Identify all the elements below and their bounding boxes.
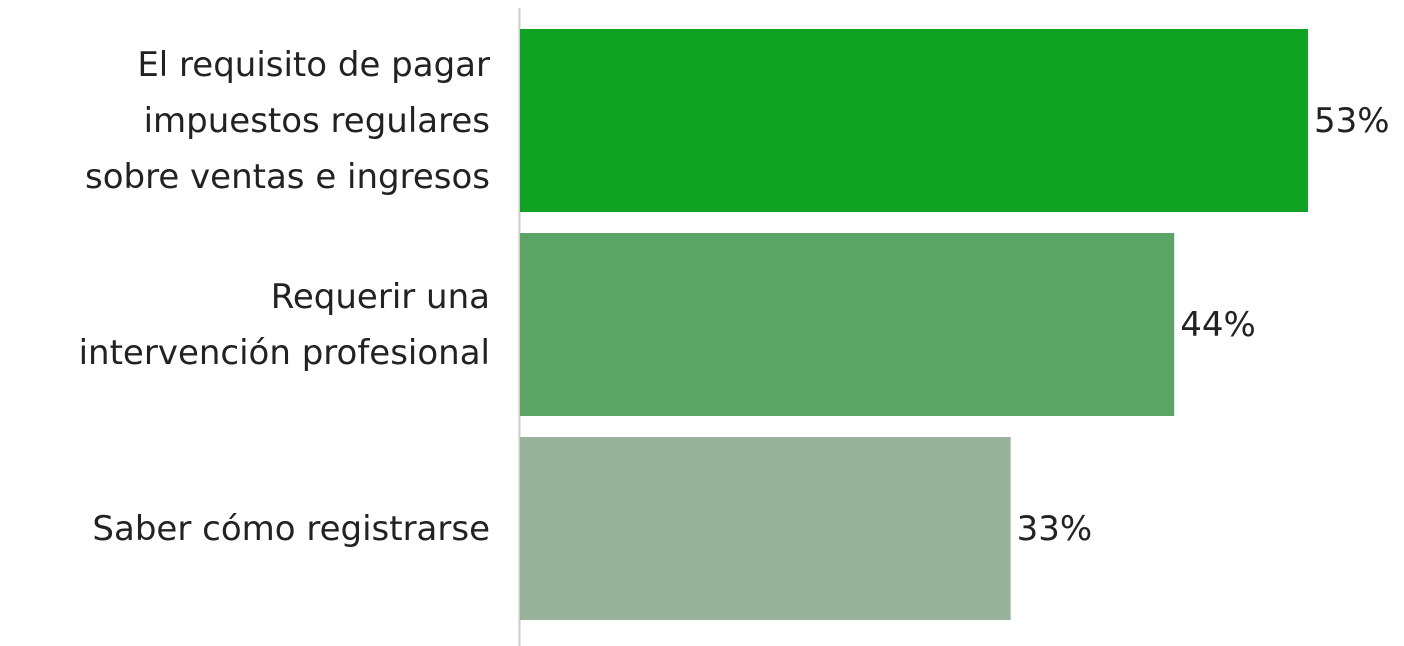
category-label: Requerir una intervención profesional (78, 276, 490, 373)
value-label: 44% (1180, 304, 1256, 345)
bar (520, 29, 1308, 212)
category-label: El requisito de pagar impuestos regulare… (84, 44, 490, 197)
bar (520, 437, 1011, 620)
value-label: 53% (1314, 100, 1390, 141)
category-label: Saber cómo registrarse (92, 508, 490, 549)
bar (520, 233, 1175, 416)
value-label: 33% (1016, 508, 1093, 549)
